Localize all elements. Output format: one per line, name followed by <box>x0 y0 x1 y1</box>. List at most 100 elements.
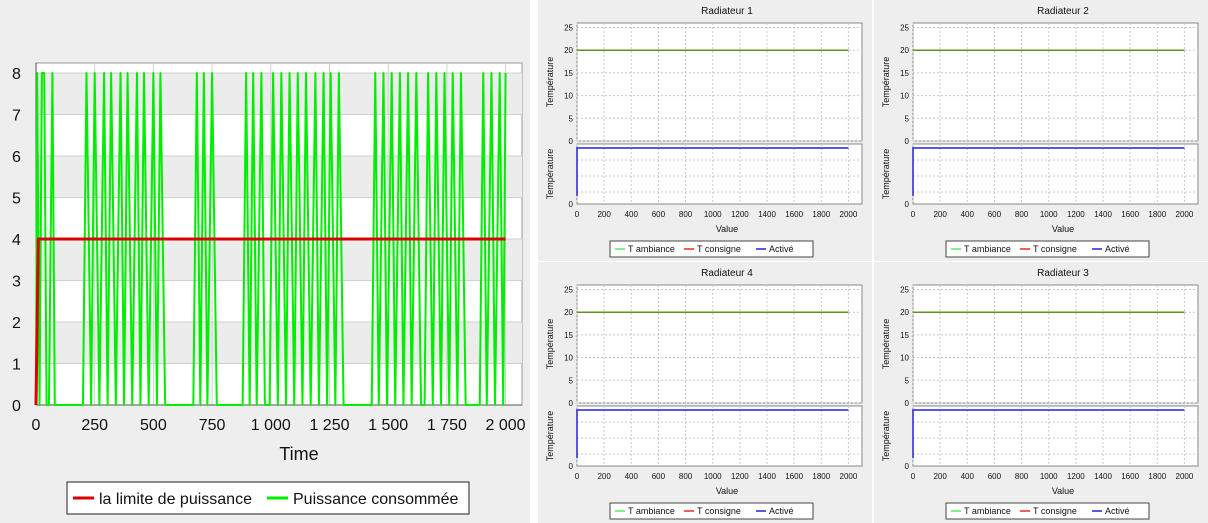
power-y-tick-label: 2 <box>12 315 21 332</box>
radiator-x-tick-label: 1000 <box>1040 210 1058 219</box>
radiator-chart: Radiateur 20 200 400 600 800 1000 1200 1400 1600… <box>874 0 1208 261</box>
radiator-y-tick-label: 25 <box>564 24 573 33</box>
radiator-x-tick-label: 200 <box>597 472 611 481</box>
radiator-y-tick-label: 5 <box>905 114 910 123</box>
radiator-title: Radiateur 1 <box>701 6 753 17</box>
radiator-x-tick-label: 1800 <box>1148 210 1166 219</box>
power-x-tick-label: 250 <box>81 417 108 434</box>
radiator-x-tick-label: 1800 <box>812 472 830 481</box>
radiator-x-tick-label: 0 <box>911 210 916 219</box>
radiator-y-axis-title-bottom: Température <box>545 149 555 200</box>
power-y-tick-label: 4 <box>12 232 21 249</box>
radiator-bottom-plot-area <box>576 143 863 205</box>
radiator-top-plot-area <box>912 284 1199 404</box>
radiator-legend-active-label: Activé <box>769 506 794 516</box>
radiator-x-tick-label: 2000 <box>1176 210 1194 219</box>
radiator-legend-t-consigne-label: T consigne <box>697 506 741 516</box>
radiator-y-tick-label: 0 <box>569 399 574 408</box>
radiator-y-tick-label: 20 <box>900 308 909 317</box>
radiator-x-axis-title: Value <box>716 486 738 496</box>
radiator-x-tick-label: 600 <box>652 472 666 481</box>
radiator-y-tick-label: 25 <box>900 286 909 295</box>
radiator-x-tick-label: 1000 <box>1040 472 1058 481</box>
radiator-y-tick-label: 15 <box>900 331 909 340</box>
radiator-x-tick-label: 1800 <box>812 210 830 219</box>
radiator-top-plot-area <box>576 22 863 142</box>
radiator-x-tick-label: 1400 <box>1094 472 1112 481</box>
radiator-x-axis-title: Value <box>1052 486 1074 496</box>
radiator-legend-box <box>945 240 1150 258</box>
radiator-y-tick-label: 10 <box>564 354 573 363</box>
radiator-x-axis-title: Value <box>716 224 738 234</box>
radiator-x-tick-label: 1200 <box>1067 210 1085 219</box>
radiator-y-tick-label: 0 <box>569 137 574 146</box>
radiator-bottom-plot-area <box>912 405 1199 467</box>
radiator-y-axis-title-bottom: Température <box>881 411 891 462</box>
power-y-tick-label: 6 <box>12 149 21 166</box>
radiator-y-tick-label: 0 <box>905 137 910 146</box>
radiator-y-tick-label: 15 <box>564 331 573 340</box>
power-limit-line <box>34 237 506 406</box>
radiator-x-tick-label: 200 <box>933 210 947 219</box>
radiator-x-tick-label: 1200 <box>1067 472 1085 481</box>
power-y-tick-label: 1 <box>12 357 21 374</box>
power-x-tick-label: 750 <box>199 417 226 434</box>
power-y-tick-label: 8 <box>12 66 21 83</box>
power-x-tick-label: 2 000 <box>486 417 526 434</box>
radiator-legend-t-ambiance-label: T ambiance <box>628 244 675 254</box>
radiator-y-axis-title-top: Température <box>545 319 555 370</box>
radiator-x-tick-label: 1400 <box>758 472 776 481</box>
radiator-active-line <box>576 409 849 458</box>
radiator-legend: T ambiance T consigne Activé <box>945 240 1150 258</box>
radiator-x-tick-label: 2000 <box>840 472 858 481</box>
radiator-x-tick-label: 1400 <box>758 210 776 219</box>
radiator-x-tick-label: 1800 <box>1148 472 1166 481</box>
power-x-tick-label: 0 <box>32 417 41 434</box>
radiator-x-tick-label: 800 <box>679 472 693 481</box>
radiator-x-axis-title: Value <box>1052 224 1074 234</box>
radiator-y-axis-title-top: Température <box>881 57 891 108</box>
radiator-chart: Radiateur 10 200 400 600 800 1000 1200 1400 1600… <box>538 0 872 261</box>
radiator-legend-t-consigne-label: T consigne <box>1033 244 1077 254</box>
radiator-x-tick-label: 2000 <box>840 210 858 219</box>
radiator-active-line <box>912 147 1185 196</box>
power-x-tick-label: 1 750 <box>427 417 467 434</box>
power-grid-band <box>36 73 522 115</box>
power-legend-label-consumed: Puissance consommée <box>293 491 459 508</box>
radiator-legend-t-ambiance-label: T ambiance <box>964 506 1011 516</box>
radiator-legend-active-label: Activé <box>1105 506 1130 516</box>
radiator-y-axis-title-bottom: Température <box>881 149 891 200</box>
radiator-y-axis-title-bottom: Température <box>545 411 555 462</box>
radiator-y-tick-label: 5 <box>569 114 574 123</box>
radiator-legend: T ambiance T consigne Activé <box>945 502 1150 520</box>
radiator-y-tick-label: 20 <box>564 46 573 55</box>
radiator-x-tick-label: 400 <box>961 210 975 219</box>
radiator-bottom-plot-area <box>912 143 1199 205</box>
radiator-title: Radiateur 4 <box>701 268 753 279</box>
radiator-x-tick-label: 600 <box>988 472 1002 481</box>
radiator-legend-active-label: Activé <box>1105 244 1130 254</box>
radiator-legend-t-ambiance-label: T ambiance <box>628 506 675 516</box>
radiator-y-tick-label: 25 <box>900 24 909 33</box>
radiator-legend-active-label: Activé <box>769 244 794 254</box>
radiator-y-tick-label: 0 <box>905 399 910 408</box>
radiator-bottom-plot-area <box>576 405 863 467</box>
radiator-title: Radiateur 3 <box>1037 268 1089 279</box>
radiator-chart: Radiateur 40 200 400 600 800 1000 1200 1400 1600… <box>538 262 872 523</box>
radiator-legend-t-consigne-label: T consigne <box>697 244 741 254</box>
radiator-x-tick-label: 800 <box>1015 210 1029 219</box>
radiator-x-tick-label: 200 <box>933 472 947 481</box>
radiator-x-tick-label: 200 <box>597 210 611 219</box>
power-x-tick-label: 1 500 <box>368 417 408 434</box>
radiator-x-tick-label: 0 <box>575 472 580 481</box>
radiator-y-tick-label: 0 <box>905 462 910 471</box>
power-x-tick-label: 1 250 <box>309 417 349 434</box>
radiator-y-tick-label: 10 <box>900 92 909 101</box>
radiator-x-tick-label: 1200 <box>731 472 749 481</box>
radiator-y-tick-label: 5 <box>569 376 574 385</box>
radiator-y-tick-label: 0 <box>569 200 574 209</box>
radiator-active-line <box>912 409 1185 458</box>
radiator-x-tick-label: 2000 <box>1176 472 1194 481</box>
radiator-legend-box <box>609 240 814 258</box>
